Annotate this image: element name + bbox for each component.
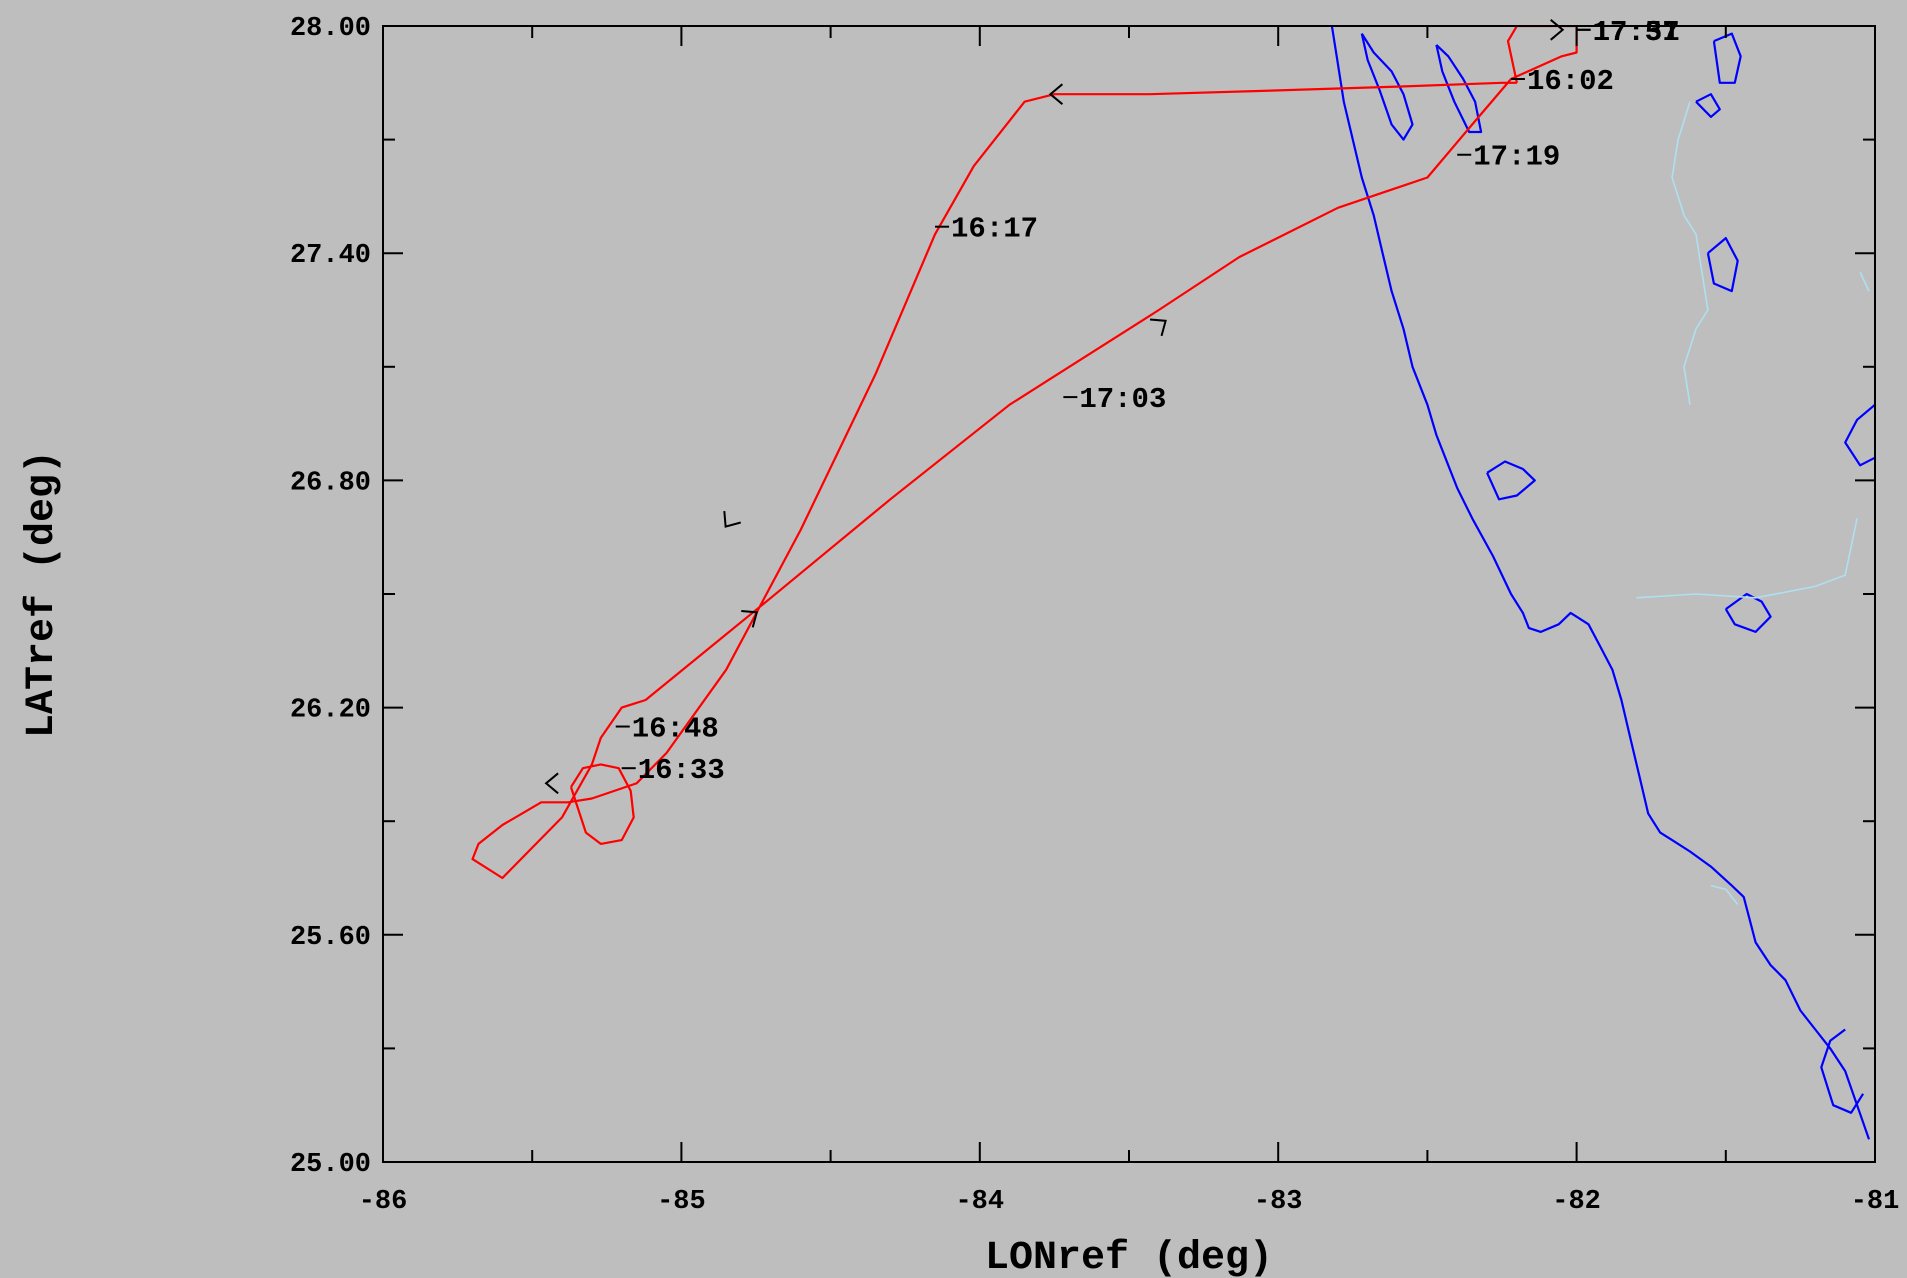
direction-arrows-layer <box>544 19 1565 795</box>
time-label: 17:03 <box>1079 383 1166 416</box>
coastline-segment <box>1710 884 1739 905</box>
time-label: 17:37 <box>1593 16 1680 49</box>
direction-arrow <box>544 772 559 795</box>
x-axis-label: LONref (deg) <box>985 1236 1273 1278</box>
y-axis-tick-labels: 25.00 25.60 26.20 26.80 27.40 28.00 <box>290 14 371 1180</box>
coastline-segment <box>1706 237 1739 293</box>
coastline-segment <box>1435 44 1483 134</box>
coastline-segment <box>1636 518 1858 599</box>
y-axis-label: LATref (deg) <box>20 450 65 738</box>
time-label: 16:33 <box>638 754 725 787</box>
coastline-segment <box>1724 592 1772 634</box>
y-tick-label: 25.60 <box>290 923 371 953</box>
time-label: 16:17 <box>951 213 1038 246</box>
coastline-segment <box>1859 271 1870 292</box>
coastline-segment <box>1360 33 1414 141</box>
coastline-segment <box>1820 1028 1865 1114</box>
coastline-segment <box>1712 32 1742 84</box>
time-label: 16:02 <box>1527 65 1614 98</box>
coastline-segment <box>1695 93 1721 119</box>
x-tick-label: -86 <box>359 1187 408 1217</box>
coastline-segment <box>1671 101 1709 405</box>
flight-track-line <box>471 26 1578 880</box>
time-label: 16:48 <box>632 713 719 746</box>
y-tick-label: 25.00 <box>290 1150 371 1180</box>
flight-track-line <box>569 763 635 846</box>
coastline-segment <box>1486 460 1536 501</box>
time-label: 17:51 <box>1593 16 1680 49</box>
direction-arrow <box>741 610 759 628</box>
x-tick-label: -84 <box>955 1187 1004 1217</box>
x-tick-label: -81 <box>1851 1187 1900 1217</box>
direction-arrow <box>723 510 741 528</box>
direction-arrow <box>1048 83 1064 105</box>
y-tick-label: 28.00 <box>290 14 371 44</box>
x-tick-label: -82 <box>1552 1187 1601 1217</box>
flight-track-layer <box>471 26 1578 880</box>
time-label: 17:19 <box>1473 141 1560 174</box>
direction-arrow <box>1550 19 1565 41</box>
y-tick-label: 27.40 <box>290 241 371 271</box>
y-tick-label: 26.80 <box>290 468 371 498</box>
coastline-segment <box>1330 26 1871 1140</box>
coastline-layer <box>1330 26 1875 1140</box>
coastline-segment <box>1844 403 1875 467</box>
axis-ticks <box>382 25 1876 1163</box>
x-tick-label: -83 <box>1254 1187 1303 1217</box>
y-tick-label: 26.20 <box>290 696 371 726</box>
x-axis-tick-labels: -86 -85 -84 -83 -82 -81 <box>359 1187 1900 1217</box>
x-tick-label: -85 <box>657 1187 706 1217</box>
direction-arrow <box>1149 318 1167 337</box>
